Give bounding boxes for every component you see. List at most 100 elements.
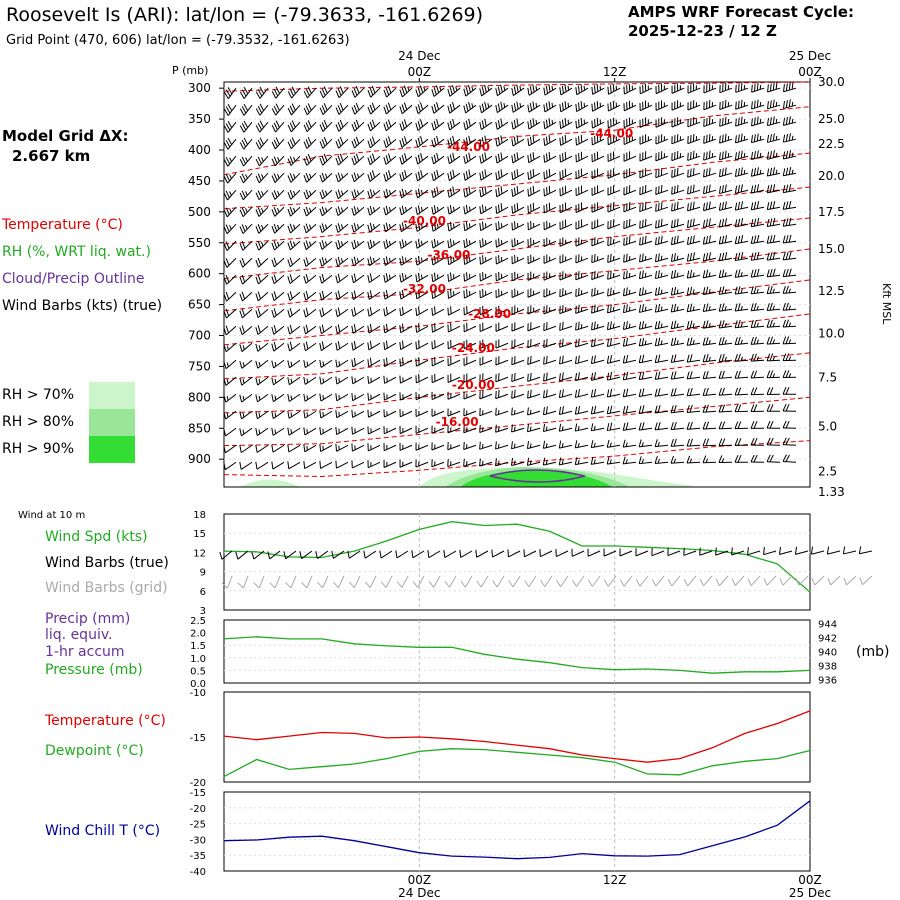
barb-feather	[403, 119, 408, 127]
barb-feather	[546, 220, 548, 229]
barb-feather	[227, 120, 233, 128]
upper-wind-barb	[287, 376, 301, 386]
barb-feather	[271, 141, 276, 150]
upper-wind-barb	[239, 257, 253, 268]
barb-feather	[639, 203, 641, 212]
barb-feather	[718, 185, 722, 194]
barb-half-feather	[388, 190, 391, 195]
barb-feather	[593, 85, 596, 94]
upper-wind-barb	[782, 285, 797, 294]
barb-staff	[336, 393, 349, 402]
barb-feather	[433, 205, 437, 213]
barb-feather	[658, 152, 660, 160]
barb-feather	[623, 86, 625, 95]
barb-feather	[482, 339, 484, 348]
height-tick-label: 20.0	[818, 169, 845, 183]
barb-feather	[705, 219, 708, 227]
barb-feather	[610, 169, 612, 178]
barb-staff	[511, 461, 525, 467]
barb-feather	[417, 154, 421, 163]
barb-feather	[686, 236, 690, 245]
upper-wind-barb	[223, 240, 237, 251]
upper-wind-barb	[782, 319, 797, 328]
forecast-cycle-value: 2025-12-23 / 12 Z	[628, 22, 777, 40]
barb-feather	[575, 188, 577, 196]
barb-staff	[463, 444, 477, 451]
barb-feather	[622, 422, 626, 431]
barb-half-feather	[788, 288, 791, 294]
barb-feather	[609, 287, 612, 296]
barb-half-feather	[535, 102, 538, 108]
barb-half-feather	[551, 85, 554, 91]
barb-feather	[782, 151, 786, 160]
barb-feather	[431, 408, 433, 417]
upper-wind-barb	[399, 442, 413, 451]
surface-barb-grid	[221, 575, 233, 589]
upper-wind-barb	[686, 354, 701, 363]
barb-half-feather	[340, 190, 344, 195]
barb-half-feather	[290, 429, 293, 434]
wind10m-title: Wind at 10 m	[18, 510, 86, 521]
barb-staff	[431, 427, 445, 434]
barb-half-feather	[420, 206, 423, 212]
upper-wind-barb	[447, 391, 461, 400]
barb-feather	[447, 307, 449, 316]
barb-feather	[543, 87, 546, 96]
upper-wind-barb	[719, 150, 733, 161]
barb-feather	[239, 226, 244, 234]
barb-feather	[724, 235, 728, 243]
upper-wind-barb	[671, 134, 685, 145]
barb-staff	[750, 376, 765, 379]
upper-wind-barb	[383, 340, 397, 351]
upper-wind-barb	[527, 271, 541, 281]
barb-feather	[516, 152, 519, 160]
upper-wind-barb	[511, 135, 525, 147]
barb-feather	[782, 336, 787, 345]
upper-wind-barb	[543, 254, 557, 264]
barb-staff	[843, 550, 857, 555]
barb-feather	[415, 274, 418, 283]
barb-feather	[449, 205, 453, 213]
barb-feather	[283, 551, 287, 559]
upper-wind-barb	[687, 133, 701, 145]
barb-half-feather	[756, 288, 759, 294]
barb-staff	[651, 550, 665, 557]
barb-staff	[258, 575, 265, 589]
barb-feather	[708, 252, 712, 260]
upper-wind-barb	[335, 172, 349, 183]
barb-feather	[625, 270, 628, 279]
barb-feather	[351, 258, 355, 267]
surface-barb-true	[411, 550, 425, 559]
barb-feather	[626, 101, 628, 110]
barb-feather	[638, 422, 642, 431]
barb-feather	[628, 83, 631, 92]
pressure-tick-label: 700	[188, 329, 211, 343]
barb-feather	[434, 373, 436, 382]
barb-half-feather	[599, 85, 602, 91]
pressure-tick-label: 350	[188, 112, 211, 126]
pressure-tick-label: 300	[188, 81, 211, 95]
barb-feather	[692, 100, 695, 108]
barb-staff	[225, 410, 237, 420]
legend-precip-accum: 1-hr accum	[45, 644, 125, 660]
barb-feather	[546, 288, 548, 296]
barb-feather	[785, 454, 790, 462]
barb-staff	[400, 325, 413, 334]
upper-wind-barb	[671, 184, 685, 195]
barb-feather	[788, 234, 792, 243]
barb-staff	[463, 393, 477, 400]
legend-rh: RH (%, WRT liq. wat.)	[2, 244, 151, 260]
barb-feather	[383, 274, 386, 283]
upper-wind-barb	[271, 240, 285, 251]
barb-half-feather	[274, 429, 277, 434]
barb-feather	[452, 118, 455, 127]
barb-feather	[724, 218, 727, 226]
barb-feather	[321, 324, 325, 333]
barb-feather	[243, 137, 248, 145]
barb-feather	[417, 306, 420, 315]
upper-wind-barb	[399, 323, 413, 334]
upper-wind-barb	[671, 100, 685, 111]
barb-feather	[404, 153, 408, 161]
barb-half-feather	[593, 442, 596, 448]
surface-barb-true	[842, 546, 857, 555]
